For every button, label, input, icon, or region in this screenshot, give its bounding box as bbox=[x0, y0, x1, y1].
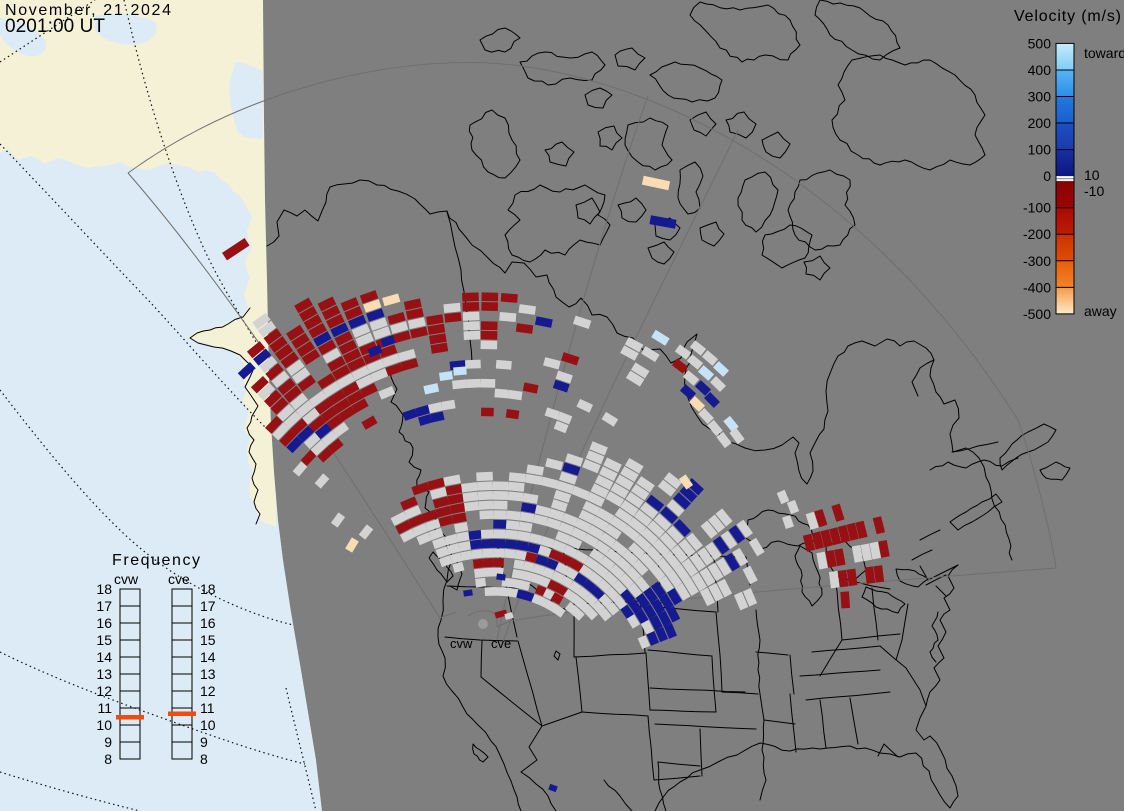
svg-text:away: away bbox=[1084, 303, 1117, 319]
svg-text:9: 9 bbox=[200, 734, 208, 750]
svg-text:13: 13 bbox=[200, 666, 216, 682]
svg-text:15: 15 bbox=[96, 632, 112, 648]
svg-text:8: 8 bbox=[200, 751, 208, 767]
svg-text:Frequency: Frequency bbox=[112, 552, 200, 569]
svg-text:17: 17 bbox=[96, 598, 112, 614]
svg-text:-400: -400 bbox=[1023, 279, 1051, 295]
svg-text:-10: -10 bbox=[1084, 183, 1104, 199]
svg-text:9: 9 bbox=[104, 734, 112, 750]
svg-text:10: 10 bbox=[1084, 167, 1100, 183]
svg-text:18: 18 bbox=[200, 581, 216, 597]
svg-text:10: 10 bbox=[96, 717, 112, 733]
svg-text:18: 18 bbox=[96, 581, 112, 597]
svg-text:10: 10 bbox=[200, 717, 216, 733]
svg-text:12: 12 bbox=[200, 683, 216, 699]
svg-text:14: 14 bbox=[200, 649, 216, 665]
svg-text:200: 200 bbox=[1028, 115, 1052, 131]
svg-text:cve: cve bbox=[491, 636, 511, 651]
svg-text:cve: cve bbox=[168, 571, 190, 587]
svg-text:0: 0 bbox=[1043, 168, 1051, 184]
svg-text:14: 14 bbox=[96, 649, 112, 665]
svg-text:8: 8 bbox=[104, 751, 112, 767]
svg-text:cvw: cvw bbox=[450, 636, 473, 651]
svg-text:300: 300 bbox=[1028, 89, 1052, 105]
svg-text:17: 17 bbox=[200, 598, 216, 614]
svg-text:0201:00 UT: 0201:00 UT bbox=[5, 16, 105, 37]
svg-text:toward: toward bbox=[1084, 45, 1124, 61]
svg-text:13: 13 bbox=[96, 666, 112, 682]
svg-text:11: 11 bbox=[200, 700, 215, 716]
svg-text:-300: -300 bbox=[1023, 253, 1051, 269]
svg-text:12: 12 bbox=[96, 683, 112, 699]
svg-text:11: 11 bbox=[97, 700, 112, 716]
svg-text:November, 21 2024: November, 21 2024 bbox=[5, 2, 171, 19]
svg-text:400: 400 bbox=[1028, 62, 1052, 78]
svg-text:-100: -100 bbox=[1023, 200, 1051, 216]
svg-text:500: 500 bbox=[1028, 35, 1052, 51]
svg-text:-500: -500 bbox=[1023, 306, 1051, 322]
svg-text:16: 16 bbox=[96, 615, 112, 631]
svg-text:-200: -200 bbox=[1023, 226, 1051, 242]
svg-text:15: 15 bbox=[200, 632, 216, 648]
svg-text:cvw: cvw bbox=[114, 571, 139, 587]
svg-text:Velocity (m/s): Velocity (m/s) bbox=[1014, 8, 1121, 25]
svg-text:16: 16 bbox=[200, 615, 216, 631]
svg-text:100: 100 bbox=[1028, 142, 1052, 158]
